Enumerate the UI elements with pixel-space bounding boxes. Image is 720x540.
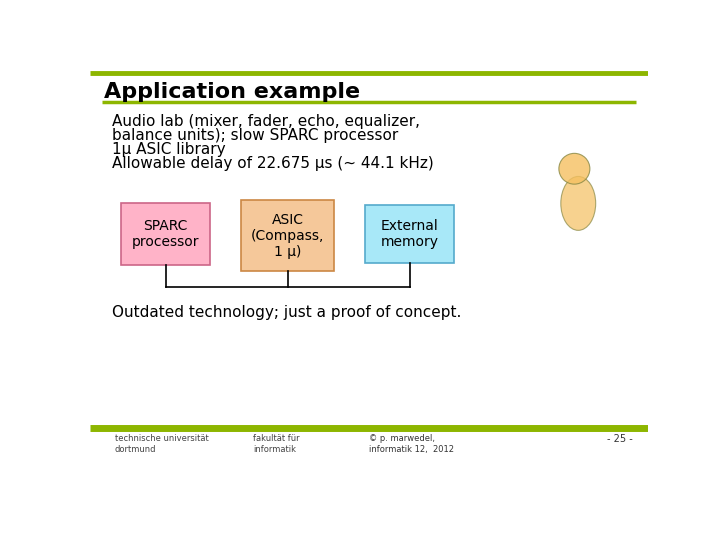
Text: balance units); slow SPARC processor: balance units); slow SPARC processor — [112, 128, 398, 143]
Text: - 25 -: - 25 - — [607, 434, 632, 444]
FancyBboxPatch shape — [121, 204, 210, 265]
Text: technische universität
dortmund: technische universität dortmund — [114, 434, 209, 454]
Circle shape — [559, 153, 590, 184]
Text: © p. marwedel,
informatik 12,  2012: © p. marwedel, informatik 12, 2012 — [369, 434, 454, 454]
FancyBboxPatch shape — [365, 205, 454, 264]
Text: SPARC
processor: SPARC processor — [132, 219, 199, 249]
Text: Application example: Application example — [104, 82, 360, 102]
Text: External
memory: External memory — [381, 219, 438, 249]
Ellipse shape — [561, 177, 595, 231]
FancyBboxPatch shape — [241, 200, 334, 271]
Text: fakultät für
informatik: fakultät für informatik — [253, 434, 300, 454]
Text: Outdated technology; just a proof of concept.: Outdated technology; just a proof of con… — [112, 305, 461, 320]
Text: Audio lab (mixer, fader, echo, equalizer,: Audio lab (mixer, fader, echo, equalizer… — [112, 114, 420, 129]
Text: ASIC
(Compass,
1 μ): ASIC (Compass, 1 μ) — [251, 213, 324, 259]
Text: 1μ ASIC library: 1μ ASIC library — [112, 142, 225, 157]
Text: Allowable delay of 22.675 μs (~ 44.1 kHz): Allowable delay of 22.675 μs (~ 44.1 kHz… — [112, 156, 433, 171]
